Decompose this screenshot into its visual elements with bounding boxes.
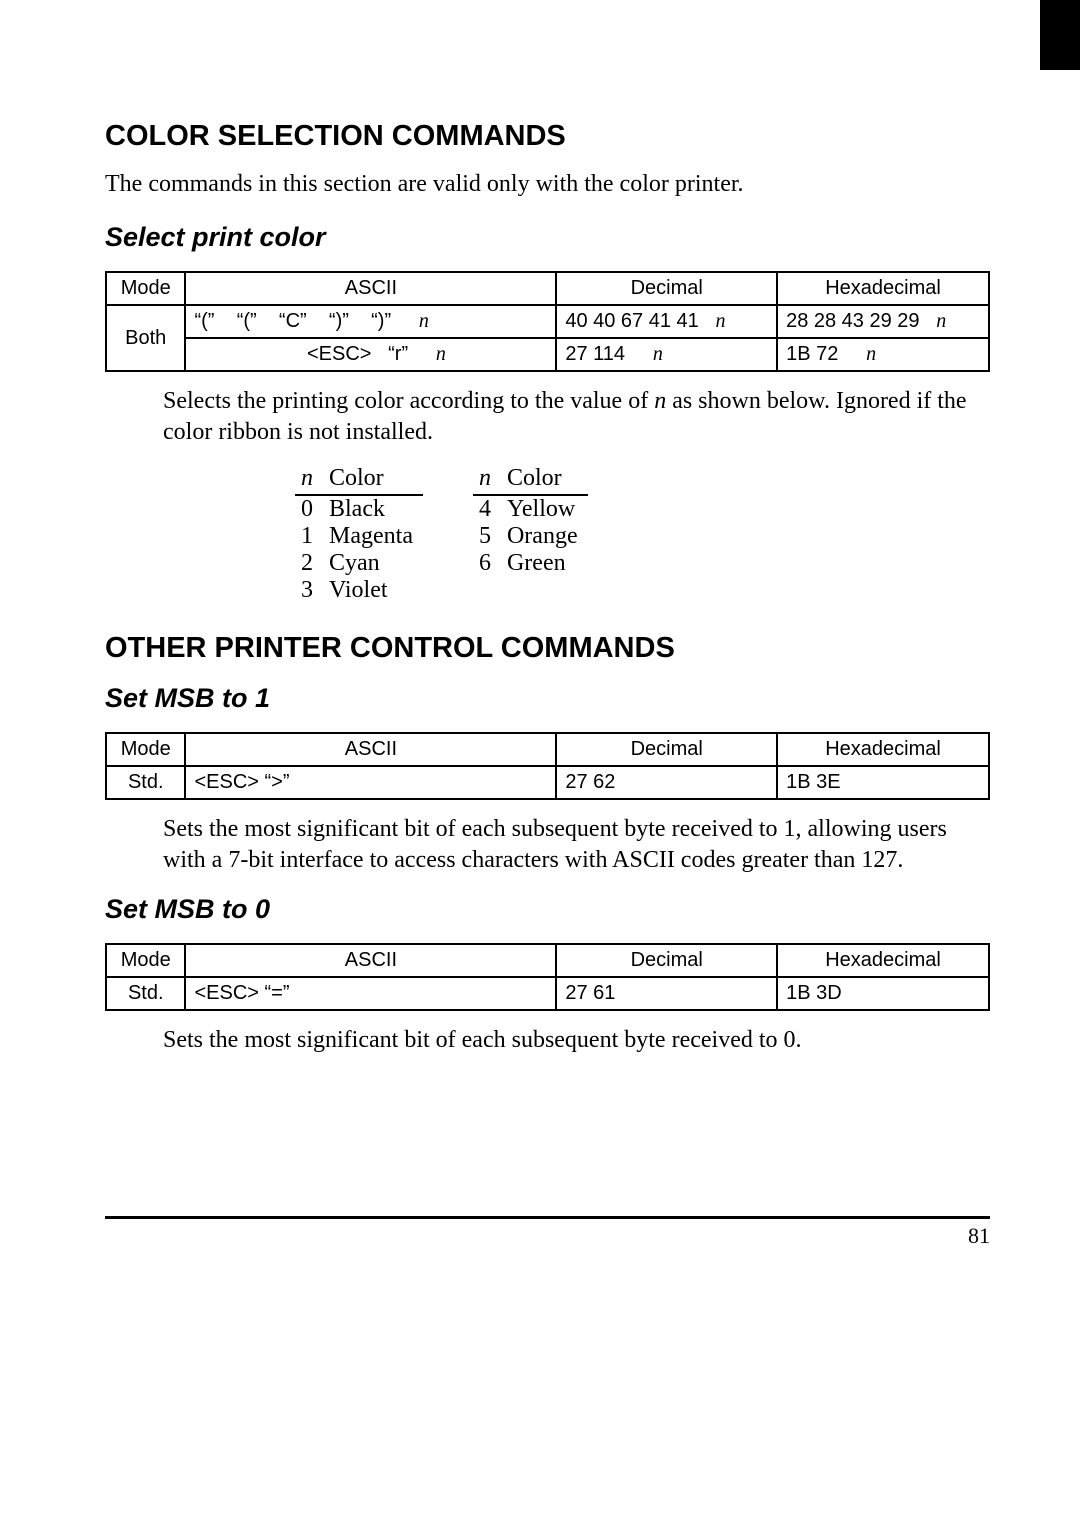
- subheading-msb1: Set MSB to 1: [105, 683, 990, 714]
- th-dec: Decimal: [556, 733, 777, 766]
- th-dec: Decimal: [556, 944, 777, 977]
- select-color-description: Selects the printing color according to …: [163, 386, 990, 447]
- table-header-row: Mode ASCII Decimal Hexadecimal: [106, 944, 989, 977]
- cell-ascii: “(” “(” “C” “)” “)” n: [185, 305, 556, 338]
- th-ascii: ASCII: [185, 733, 556, 766]
- msb1-description: Sets the most significant bit of each su…: [163, 814, 990, 875]
- th-ascii: ASCII: [185, 272, 556, 305]
- list-item: 6Green: [473, 550, 588, 577]
- color-value-lists: n Color 0Black 1Magenta 2Cyan 3Violet n …: [295, 465, 990, 604]
- cell-ascii: <ESC> “=”: [185, 977, 556, 1010]
- table-header-row: Mode ASCII Decimal Hexadecimal: [106, 733, 989, 766]
- cell-mode: Std.: [106, 977, 185, 1010]
- msb0-description: Sets the most significant bit of each su…: [163, 1025, 990, 1056]
- list-item: 3Violet: [295, 577, 423, 604]
- section-intro: The commands in this section are valid o…: [105, 171, 990, 198]
- table-row: Std. <ESC> “>” 27 62 1B 3E: [106, 766, 989, 799]
- th-ascii: ASCII: [185, 944, 556, 977]
- cell-dec: 40 40 67 41 41 n: [556, 305, 777, 338]
- list-item: 4Yellow: [473, 495, 588, 523]
- cell-dec: 27 114 n: [556, 338, 777, 371]
- list-item: 1Magenta: [295, 523, 423, 550]
- list-item: 2Cyan: [295, 550, 423, 577]
- table-select-color: Mode ASCII Decimal Hexadecimal Both “(” …: [105, 271, 990, 372]
- list-item: 5Orange: [473, 523, 588, 550]
- cell-hex: 1B 3D: [777, 977, 989, 1010]
- cell-mode: Both: [106, 305, 185, 371]
- section-heading-color: COLOR SELECTION COMMANDS: [105, 120, 990, 153]
- th-hex: Hexadecimal: [777, 733, 989, 766]
- th-hex: Hexadecimal: [777, 272, 989, 305]
- cell-hex: 28 28 43 29 29 n: [777, 305, 989, 338]
- th-mode: Mode: [106, 733, 185, 766]
- subheading-msb0: Set MSB to 0: [105, 894, 990, 925]
- table-row: <ESC> “r” n 27 114 n 1B 72 n: [106, 338, 989, 371]
- th-mode: Mode: [106, 944, 185, 977]
- list-item: 0Black: [295, 495, 423, 523]
- page-number: 81: [105, 1223, 990, 1249]
- th-dec: Decimal: [556, 272, 777, 305]
- table-row: Std. <ESC> “=” 27 61 1B 3D: [106, 977, 989, 1010]
- cell-hex: 1B 72 n: [777, 338, 989, 371]
- table-row: Both “(” “(” “C” “)” “)” n 40 40 67 41 4…: [106, 305, 989, 338]
- cell-ascii: <ESC> “>”: [185, 766, 556, 799]
- color-list-left: n Color 0Black 1Magenta 2Cyan 3Violet: [295, 465, 423, 604]
- table-header-row: Mode ASCII Decimal Hexadecimal: [106, 272, 989, 305]
- corner-tab: [1040, 0, 1080, 70]
- cell-ascii: <ESC> “r” n: [185, 338, 556, 371]
- table-msb1: Mode ASCII Decimal Hexadecimal Std. <ESC…: [105, 732, 990, 800]
- th-mode: Mode: [106, 272, 185, 305]
- cell-mode: Std.: [106, 766, 185, 799]
- color-list-right: n Color 4Yellow 5Orange 6Green: [473, 465, 588, 604]
- cell-hex: 1B 3E: [777, 766, 989, 799]
- footer-rule: [105, 1216, 990, 1219]
- cell-dec: 27 62: [556, 766, 777, 799]
- section-heading-other: OTHER PRINTER CONTROL COMMANDS: [105, 632, 990, 665]
- table-msb0: Mode ASCII Decimal Hexadecimal Std. <ESC…: [105, 943, 990, 1011]
- th-hex: Hexadecimal: [777, 944, 989, 977]
- subheading-select-color: Select print color: [105, 222, 990, 253]
- page-body: COLOR SELECTION COMMANDS The commands in…: [0, 0, 1080, 1309]
- cell-dec: 27 61: [556, 977, 777, 1010]
